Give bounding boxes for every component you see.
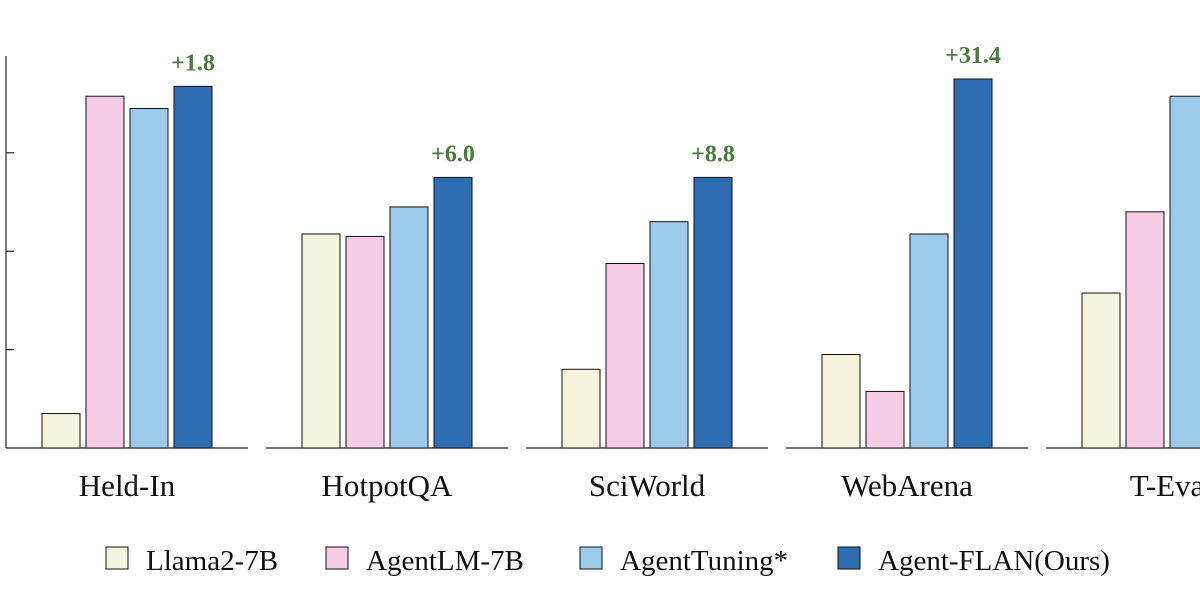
gain-annotations: +1.8 +6.0 +8.8 +31.4 (171, 43, 1001, 167)
legend-swatch[interactable] (837, 546, 861, 570)
bar-hotpotqa-3 (433, 176, 473, 449)
category-label: WebArena (841, 468, 973, 503)
bar-sciworld-2 (649, 221, 689, 449)
category-label: SciWorld (589, 468, 706, 503)
legend-swatch[interactable] (579, 546, 603, 570)
legend-label[interactable]: Agent-FLAN(Ours) (878, 545, 1110, 577)
category-label: T-Eva (1130, 468, 1200, 503)
gain-annotation: +6.0 (431, 141, 475, 167)
gain-annotation: +31.4 (945, 43, 1001, 69)
legend-label[interactable]: AgentLM-7B (366, 545, 524, 577)
bar-hotpotqa-2 (389, 206, 429, 449)
bar-webarena-1 (865, 390, 905, 449)
bar-held-in-1 (85, 95, 125, 449)
gain-annotation: +8.8 (691, 141, 735, 167)
bar-held-in-0 (41, 413, 81, 449)
bar-hotpotqa-1 (345, 235, 385, 449)
category-label: HotpotQA (322, 468, 454, 503)
legend-label[interactable]: Llama2-7B (146, 545, 278, 577)
bar-held-in-2 (129, 108, 169, 449)
bar-webarena-3 (953, 78, 993, 449)
bar-held-in-3 (173, 85, 213, 449)
bar-sciworld-1 (605, 263, 645, 449)
legend-swatch[interactable] (105, 546, 129, 570)
bars (41, 78, 1200, 449)
bar-webarena-0 (821, 354, 861, 449)
bar-sciworld-0 (561, 368, 601, 449)
gain-annotation: +1.8 (171, 50, 215, 76)
bar-t-eva-1 (1125, 211, 1165, 449)
category-labels: Held-In HotpotQA SciWorld WebArena T-Eva (79, 468, 1200, 503)
bar-t-eva-0 (1081, 292, 1121, 449)
legend-label[interactable]: AgentTuning* (620, 545, 788, 577)
bar-webarena-2 (909, 233, 949, 449)
bar-hotpotqa-0 (301, 233, 341, 449)
legend[interactable]: Llama2-7B AgentLM-7B AgentTuning* Agent-FLA… (105, 545, 1110, 577)
category-label: Held-In (79, 468, 176, 503)
bar-t-eva-2 (1169, 95, 1200, 449)
legend-swatch[interactable] (325, 546, 349, 570)
bar-sciworld-3 (693, 176, 733, 449)
